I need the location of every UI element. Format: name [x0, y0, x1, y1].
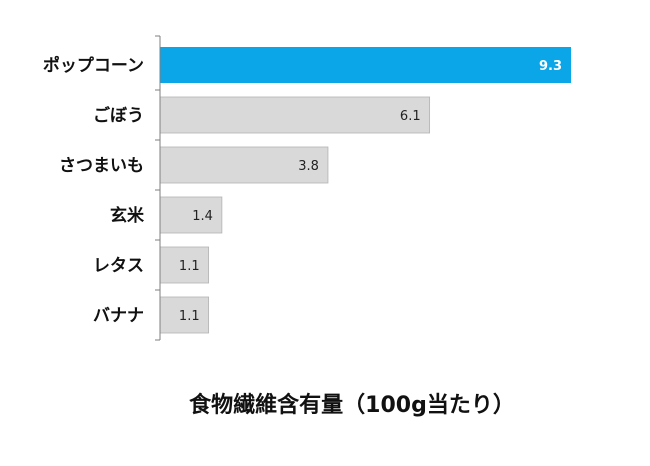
y-axis [155, 35, 161, 341]
bar [159, 196, 223, 234]
bar [160, 47, 572, 83]
category-label: バナナ [93, 306, 144, 326]
bar [159, 246, 210, 284]
data-label: 1.4 [192, 209, 213, 224]
category-label: ごぼう [93, 105, 144, 126]
bar [159, 96, 431, 134]
data-labels: 9.3 6.1 3.8 1.4 1.1 1.1 [179, 59, 562, 324]
data-label: 3.8 [298, 159, 319, 174]
data-label: 1.1 [179, 309, 200, 324]
data-label: 9.3 [539, 59, 562, 74]
bars-layer [159, 47, 572, 334]
x-axis-label: 食物繊維含有量（100g当たり） [189, 392, 515, 418]
bar [159, 296, 210, 334]
category-label: レタス [93, 256, 144, 276]
bar [159, 146, 329, 184]
data-label: 1.1 [179, 259, 200, 274]
category-label: さつまいも [59, 156, 144, 176]
category-label: ポップコーン [43, 55, 144, 76]
category-label: 玄米 [110, 205, 145, 226]
data-label: 6.1 [400, 109, 421, 124]
